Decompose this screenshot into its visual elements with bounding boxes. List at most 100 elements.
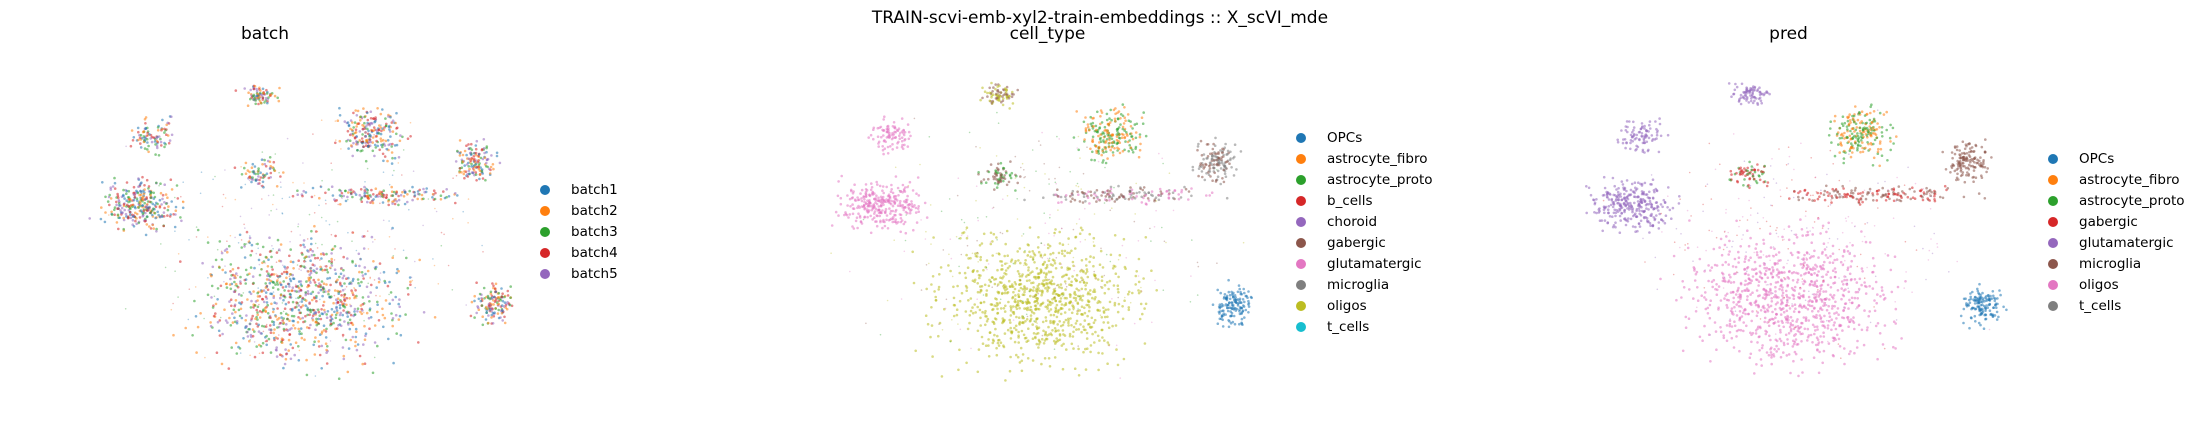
data-point [916, 207, 920, 210]
data-point [999, 307, 1003, 310]
data-point [1031, 250, 1034, 253]
data-point [1041, 334, 1044, 337]
data-point [1060, 266, 1063, 269]
data-point [483, 297, 486, 300]
data-point [1876, 293, 1879, 296]
data-point [352, 277, 355, 281]
data-point [992, 232, 996, 236]
data-point [391, 156, 394, 160]
data-point [195, 236, 198, 238]
data-point [246, 104, 250, 107]
data-point [1203, 178, 1207, 182]
data-point [1860, 230, 1863, 233]
data-point [991, 254, 994, 257]
data-point [1063, 249, 1067, 253]
data-point [334, 234, 337, 238]
data-point [135, 197, 139, 200]
data-point [1712, 247, 1716, 251]
data-point [326, 271, 330, 274]
data-point [890, 137, 894, 141]
data-point [886, 152, 890, 155]
data-point [1034, 296, 1038, 300]
data-point [900, 219, 904, 222]
data-point [381, 143, 385, 146]
data-point [224, 319, 228, 322]
data-point [307, 292, 309, 295]
data-point [975, 199, 977, 202]
data-point [409, 283, 412, 287]
data-point [264, 164, 268, 168]
data-point [265, 172, 269, 175]
data-point [485, 307, 489, 311]
data-point [1044, 316, 1048, 319]
data-point [88, 217, 91, 220]
data-point [307, 276, 311, 280]
data-point [338, 106, 341, 110]
data-point [338, 323, 342, 326]
data-point [1900, 337, 1903, 340]
data-point [261, 96, 265, 99]
data-point [1003, 286, 1007, 289]
data-point [1001, 232, 1004, 235]
data-point [903, 139, 906, 142]
data-point [361, 274, 365, 277]
data-point [1115, 138, 1119, 142]
data-point [137, 138, 140, 142]
data-point [391, 194, 395, 197]
data-point [1085, 268, 1089, 271]
data-point [263, 101, 266, 104]
data-point [884, 207, 888, 211]
data-point [325, 265, 328, 268]
data-point [839, 196, 843, 200]
data-point [860, 199, 864, 203]
data-point [1093, 213, 1096, 215]
data-point [1048, 244, 1052, 248]
data-point [1005, 229, 1009, 233]
data-point [1084, 347, 1087, 351]
data-point [388, 280, 391, 284]
data-point [142, 209, 146, 212]
data-point [265, 92, 269, 95]
data-point [1061, 295, 1064, 298]
data-point [141, 130, 145, 134]
data-point [378, 124, 381, 127]
data-point [1044, 278, 1047, 282]
data-point [903, 190, 907, 193]
data-point [1081, 278, 1085, 282]
data-point [394, 295, 398, 299]
data-point [433, 264, 436, 267]
data-point [1005, 95, 1009, 99]
data-point [1682, 286, 1686, 289]
data-point [1106, 189, 1110, 192]
data-point [392, 190, 396, 194]
data-point [250, 299, 253, 303]
panel-batch: batch batch1 batch2 batch3 batch4 batch5 [0, 0, 740, 427]
data-point [163, 201, 166, 204]
data-point [341, 313, 345, 317]
data-point [1081, 228, 1084, 232]
data-point [938, 321, 942, 325]
data-point [377, 128, 381, 131]
data-point [146, 209, 149, 212]
data-point [1119, 113, 1123, 116]
data-point [1222, 168, 1225, 172]
data-point [221, 268, 224, 272]
data-point [145, 134, 148, 138]
data-point [220, 251, 224, 255]
data-point [1007, 94, 1011, 98]
data-point [979, 255, 982, 259]
data-point [342, 268, 345, 272]
data-point [319, 185, 323, 189]
data-point [225, 286, 229, 289]
data-point [325, 283, 328, 286]
data-point [888, 135, 892, 138]
data-point [1053, 327, 1057, 330]
data-point [1208, 161, 1212, 165]
data-point [882, 218, 885, 222]
data-point [979, 289, 983, 293]
data-point [1068, 308, 1071, 311]
data-point [951, 275, 954, 278]
data-point [1088, 325, 1092, 329]
data-point [912, 281, 916, 285]
data-point [336, 301, 340, 304]
